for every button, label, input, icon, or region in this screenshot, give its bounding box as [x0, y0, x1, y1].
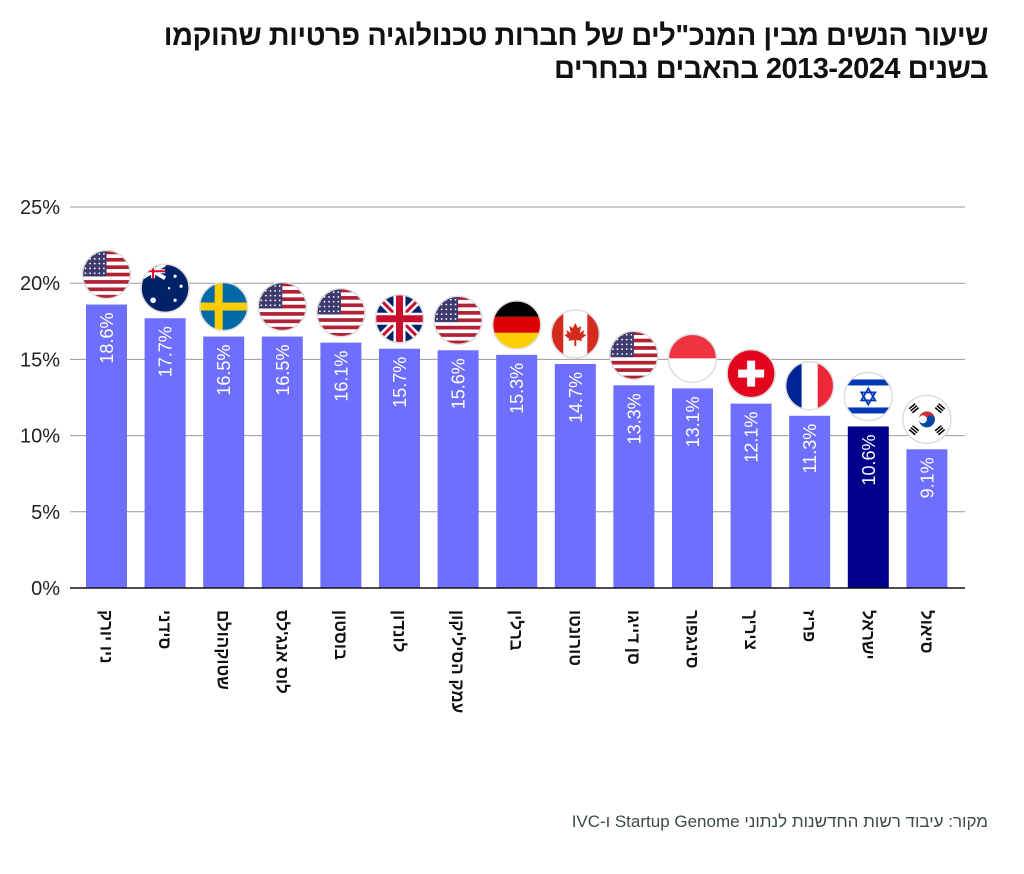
- bar: [261, 336, 303, 588]
- usa-flag-icon: [433, 295, 483, 346]
- bar: [496, 354, 538, 588]
- y-tick-label: 0%: [31, 578, 60, 600]
- germany-flag-icon: [491, 300, 542, 350]
- x-axis-category-labels: ניו יורק סידני שטוקהולם לוס אנג'לס בוסטון לונ…: [97, 610, 936, 713]
- x-category-label: סיאול: [917, 610, 936, 653]
- bar-value-label: 10.6%: [859, 434, 879, 485]
- bar: [203, 336, 245, 588]
- bar-value-label: 9.1%: [917, 457, 937, 498]
- bar-value-label: 13.3%: [624, 393, 644, 444]
- bar-highlighted: [847, 426, 889, 588]
- bar: [320, 342, 362, 588]
- uk-flag-icon: [374, 293, 425, 344]
- south-korea-flag-icon: [902, 394, 952, 445]
- bar-value-label: 15.7%: [390, 357, 410, 408]
- usa-flag-icon: [609, 330, 659, 381]
- source-note: מקור: עיבוד רשות החדשנות לנתוני Startup …: [571, 812, 988, 831]
- switzerland-flag-icon: [726, 348, 776, 399]
- singapore-flag-icon: [667, 333, 718, 384]
- bar-value-label: 11.3%: [800, 424, 820, 474]
- sweden-flag-icon: [198, 281, 249, 332]
- usa-flag-icon: [316, 287, 366, 338]
- x-category-label: סן דייגו: [624, 610, 643, 665]
- bar-value-label: 12.1%: [742, 412, 762, 463]
- bar-value-label: 13.1%: [683, 396, 703, 447]
- australia-flag-icon: [140, 263, 190, 314]
- y-tick-label: 20%: [20, 273, 60, 295]
- bar: [613, 385, 655, 588]
- bar-value-label: 17.7%: [156, 326, 176, 377]
- y-tick-label: 5%: [31, 502, 60, 524]
- bar: [379, 348, 420, 588]
- bar-value-label: 18.6%: [97, 313, 117, 364]
- x-category-label: סינגפור: [683, 610, 702, 668]
- x-category-label: לוס אנג'לס: [272, 610, 291, 694]
- bar: [144, 318, 186, 588]
- usa-flag-icon: [81, 249, 132, 300]
- bar-value-label: 14.7%: [566, 372, 586, 423]
- bar: [554, 363, 596, 588]
- x-category-label: עמק הסיליקון: [448, 610, 467, 713]
- bar: [672, 388, 713, 588]
- bar: [789, 415, 831, 588]
- chart-title-line-2: בשנים 2013-2024 בהאבים נבחרים: [554, 53, 988, 85]
- x-category-label: ישראל: [858, 610, 877, 660]
- x-category-label: ציריך: [741, 610, 760, 650]
- israel-flag-icon: [843, 371, 894, 422]
- x-category-label: ברלין: [507, 610, 526, 651]
- y-tick-label: 10%: [20, 426, 60, 448]
- chart-title: שיעור הנשים מבין המנכ"לים של חברות טכנול…: [28, 20, 989, 86]
- y-tick-label: 25%: [20, 197, 60, 219]
- bar: [86, 304, 127, 588]
- x-category-label: טורונטו: [565, 610, 584, 666]
- y-axis-ticks: 0% 5% 10% 15% 20% 25%: [20, 197, 60, 600]
- bar: [906, 449, 948, 588]
- x-category-label: פריז: [800, 610, 819, 642]
- bar-value-label: 16.1%: [331, 351, 351, 402]
- bar-value-label: 15.3%: [507, 363, 527, 414]
- x-category-label: סידני: [155, 610, 174, 649]
- bars: 18.6% 17.7% 16.5% 16.5% 16.1% 15.7% 15.6% 15.3%…: [86, 304, 948, 588]
- bar-value-label: 16.5%: [273, 345, 293, 396]
- x-category-label: בוסטון: [331, 610, 350, 660]
- usa-flag-icon: [257, 281, 308, 332]
- y-tick-label: 15%: [20, 349, 60, 371]
- bar: [730, 403, 772, 588]
- bar-value-label: 16.5%: [214, 345, 234, 396]
- x-category-label: לונדון: [390, 610, 409, 652]
- chart-title-line-1: שיעור הנשים מבין המנכ"לים של חברות טכנול…: [163, 20, 989, 52]
- x-category-label: ניו יורק: [97, 610, 116, 663]
- canada-flag-icon: [550, 309, 601, 359]
- bar-value-label: 15.6%: [449, 358, 469, 409]
- france-flag-icon: [784, 361, 835, 411]
- x-category-label: שטוקהולם: [214, 610, 233, 690]
- bar: [437, 350, 479, 588]
